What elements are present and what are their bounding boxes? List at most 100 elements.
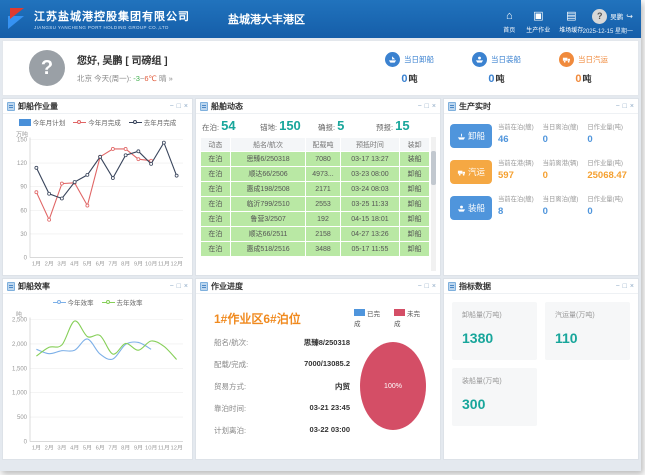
minimize-icon[interactable]: − bbox=[169, 102, 174, 110]
table-cell: 装船 bbox=[399, 151, 430, 167]
legend-swatch bbox=[18, 118, 31, 126]
svg-text:4月: 4月 bbox=[70, 445, 79, 452]
truck-button[interactable]: 汽运 bbox=[450, 160, 492, 184]
table-row[interactable]: 在泊 顺达66/2506 4973... 03-23 08:00 卸船 bbox=[200, 166, 430, 182]
production-icon: ▣ bbox=[533, 9, 544, 22]
production-row-unload: 卸船 当前在泊(艘) 46 当日离泊(艘) 0 日作业量(吨) 0 bbox=[450, 122, 632, 148]
home-icon: ⌂ bbox=[505, 9, 513, 22]
column-header[interactable]: 船名/航次 bbox=[229, 137, 307, 152]
svg-text:0: 0 bbox=[24, 440, 28, 446]
metric-card-truck[interactable]: 汽运量(万吨) 110 bbox=[545, 302, 630, 360]
legend-label: 去年月完成 bbox=[143, 120, 177, 127]
table-cell: 卸船 bbox=[399, 226, 430, 242]
user-chip[interactable]: ? 吴鹏 ↪ bbox=[592, 8, 633, 24]
column-header[interactable]: 配载吨 bbox=[305, 137, 341, 152]
table-cell: 在泊 bbox=[200, 166, 231, 182]
company-logo: 江苏盐城港控股集团有限公司 JIANGSU YANCHENG PORT HOLD… bbox=[8, 7, 190, 31]
truck-icon bbox=[457, 170, 465, 176]
table-row[interactable]: 在泊 顺达66/2511 2158 04-27 13:26 卸船 bbox=[200, 226, 430, 242]
close-icon[interactable]: × bbox=[629, 282, 634, 290]
table-row[interactable]: 在泊 惠成198/2508 2171 03-24 08:03 卸船 bbox=[200, 181, 430, 197]
scrollbar-thumb[interactable] bbox=[431, 151, 436, 185]
nav-yard-cache[interactable]: ▤ 堆场缓存 bbox=[559, 9, 583, 34]
table-cell: 在泊 bbox=[200, 196, 231, 212]
unload-ship-icon bbox=[457, 133, 466, 140]
legend-item[interactable]: 今年月完成 bbox=[73, 117, 121, 127]
metric-card-load[interactable]: 装船量(万吨) 300 bbox=[452, 368, 537, 426]
legend-item[interactable]: 已完成 bbox=[354, 309, 380, 328]
table-cell: 7080 bbox=[305, 151, 341, 167]
panel-indicator-metrics: 指标数据 − □ × 卸船量(万吨) 1380 汽运量(万吨) 110 装船量(万吨) 3… bbox=[443, 278, 639, 460]
legend-item[interactable]: 今年月计划 bbox=[18, 117, 65, 127]
metric-value: 25068.47 bbox=[587, 170, 627, 181]
legend-item[interactable]: 去年效率 bbox=[101, 297, 143, 307]
table-cell: 卸船 bbox=[399, 181, 430, 197]
table-cell: 2553 bbox=[305, 196, 341, 212]
legend-swatch bbox=[394, 309, 405, 316]
close-icon[interactable]: × bbox=[431, 282, 436, 290]
table-cell: 顺达66/2511 bbox=[229, 226, 307, 242]
nav-production[interactable]: ▣ 生产作业 bbox=[526, 9, 550, 34]
minimize-icon[interactable]: − bbox=[417, 282, 422, 290]
svg-text:0: 0 bbox=[24, 256, 28, 262]
table-row[interactable]: 在泊 鲁营3/2507 192 04-15 18:01 卸船 bbox=[200, 211, 430, 227]
minimize-icon[interactable]: − bbox=[615, 282, 620, 290]
svg-text:8月: 8月 bbox=[121, 261, 130, 268]
table-row[interactable]: 在泊 思臻6/250318 7080 03-17 13:27 装船 bbox=[200, 151, 430, 167]
metric-label: 当前在泊(艘) bbox=[498, 124, 534, 131]
unload-efficiency-chart[interactable]: 0 500 1,000 1,500 2,000 2,500 1月 2月 3月 4月 5月 6月 7月 8月… bbox=[3, 307, 192, 459]
scrollbar[interactable] bbox=[431, 137, 436, 271]
svg-text:2,500: 2,500 bbox=[12, 318, 28, 324]
metric-value: 0 bbox=[587, 134, 593, 145]
load-ship-button[interactable]: 装船 bbox=[450, 196, 492, 220]
expand-icon[interactable]: □ bbox=[176, 282, 181, 290]
expand-icon[interactable]: □ bbox=[622, 102, 627, 110]
minimize-icon[interactable]: − bbox=[169, 282, 174, 290]
metric-card-unload[interactable]: 卸船量(万吨) 1380 bbox=[452, 302, 537, 360]
minimize-icon[interactable]: − bbox=[417, 102, 422, 110]
minimize-icon[interactable]: − bbox=[615, 102, 620, 110]
logout-icon[interactable]: ↪ bbox=[626, 11, 633, 21]
close-icon[interactable]: × bbox=[183, 102, 188, 110]
expand-icon[interactable]: □ bbox=[424, 102, 429, 110]
panel-header: 卸船作业量 − □ × bbox=[3, 99, 192, 114]
table-cell: 05-17 11:55 bbox=[339, 241, 401, 257]
panel-header: 作业进度 − □ × bbox=[196, 279, 440, 294]
unload-volume-chart[interactable]: 0 30 60 90 120 150 1月 2月 3月 4月 5月 6月 7月 8月 9月 10月 11月 12月… bbox=[3, 127, 192, 275]
close-icon[interactable]: × bbox=[183, 282, 188, 290]
panel-title: 卸船作业量 bbox=[18, 101, 58, 111]
greeting-text: 您好, 吴鹏 [ 司磅组 ] bbox=[77, 56, 168, 67]
legend-item[interactable]: 去年月完成 bbox=[128, 117, 177, 127]
legend-item[interactable]: 今年效率 bbox=[52, 297, 94, 307]
panel-operation-progress: 作业进度 − □ × 1#作业区6#泊位 船名/航次: 思臻8/250318 配载/完… bbox=[195, 278, 441, 460]
expand-icon[interactable]: □ bbox=[622, 282, 627, 290]
progress-pie-chart[interactable]: 100% bbox=[360, 342, 426, 430]
table-cell: 2171 bbox=[305, 181, 341, 197]
table-header-row: 动态 船名/航次 配载吨 预抵时间 装卸 bbox=[200, 137, 430, 152]
legend-item[interactable]: 未完成 bbox=[394, 309, 420, 328]
svg-text:5月: 5月 bbox=[83, 261, 92, 268]
table-row[interactable]: 在泊 临沂799/2510 2553 03-25 11:33 卸船 bbox=[200, 196, 430, 212]
close-icon[interactable]: × bbox=[629, 102, 634, 110]
expand-icon[interactable]: □ bbox=[176, 102, 181, 110]
svg-text:500: 500 bbox=[17, 415, 28, 421]
table-cell: 3488 bbox=[305, 241, 341, 257]
header-toolbar: ⌂ 首页 ▣ 生产作业 ▤ 堆场缓存 ? 吴鹏 ↪ 2025-12-15 星期一 bbox=[501, 5, 633, 35]
svg-text:10月: 10月 bbox=[145, 261, 157, 268]
close-icon[interactable]: × bbox=[431, 102, 436, 110]
unload-ship-icon bbox=[385, 51, 400, 67]
user-name: 吴鹏 bbox=[610, 14, 624, 21]
expand-icon[interactable]: □ bbox=[424, 282, 429, 290]
svg-text:4月: 4月 bbox=[70, 261, 79, 268]
pie-legend: 已完成 未完成 bbox=[354, 308, 426, 328]
unload-ship-button[interactable]: 卸船 bbox=[450, 124, 492, 148]
column-header[interactable]: 预抵时间 bbox=[339, 137, 401, 152]
column-header[interactable]: 动态 bbox=[200, 137, 231, 152]
svg-text:1月: 1月 bbox=[32, 261, 41, 268]
table-cell: 卸船 bbox=[399, 211, 430, 227]
dashboard-grid: 卸船作业量 − □ × 今年月计划 今年月完成 去年月完成 0 30 60 90 120 150 1… bbox=[2, 98, 639, 460]
column-header[interactable]: 装卸 bbox=[399, 137, 430, 152]
nav-home[interactable]: ⌂ 首页 bbox=[501, 9, 517, 34]
metric-value: 597 bbox=[498, 170, 514, 181]
table-row[interactable]: 在泊 惠成518/2516 3488 05-17 11:55 卸船 bbox=[200, 241, 430, 257]
